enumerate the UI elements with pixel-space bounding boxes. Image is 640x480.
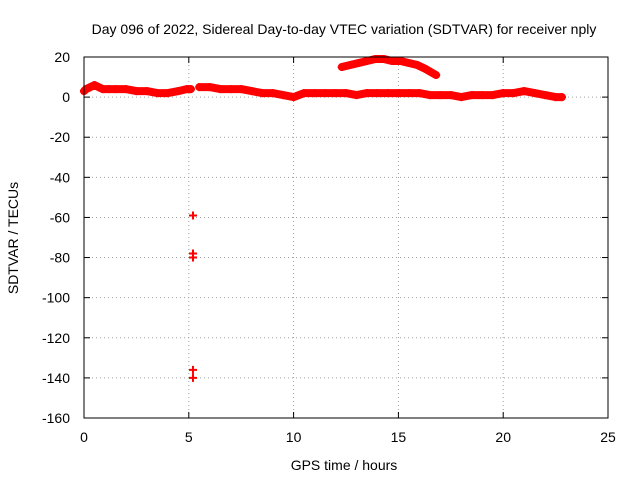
y-tick-label: -100 [42, 290, 70, 306]
data-point [188, 365, 197, 374]
axis-ticks [83, 56, 609, 419]
y-tick-labels: -160 -140 -120 -100 -80 -60 -40 -20 0 20 [42, 49, 70, 426]
data-point [413, 61, 422, 70]
y-tick-label: 0 [62, 89, 70, 105]
plot-border [83, 56, 609, 419]
grid-lines [84, 57, 608, 418]
y-tick-label: -60 [50, 209, 70, 225]
y-tick-label: -40 [50, 169, 70, 185]
x-axis-label: GPS time / hours [291, 457, 398, 473]
data-point [163, 89, 172, 98]
data-point [195, 83, 204, 92]
data-point [388, 57, 397, 66]
data-point [342, 89, 350, 98]
y-axis-label: SDTVAR / TECUs [5, 182, 21, 294]
data-point [488, 91, 497, 100]
x-tick-label: 25 [600, 429, 616, 445]
data-point [268, 89, 277, 98]
data-band [80, 81, 195, 98]
data-point [94, 83, 103, 92]
y-tick-label: -140 [42, 370, 70, 386]
data-point [188, 253, 197, 262]
data-point [394, 89, 403, 98]
data-point [111, 85, 120, 94]
data-point [90, 81, 99, 90]
data-point [530, 89, 539, 98]
data-band-markers [195, 83, 566, 102]
data-point [247, 87, 256, 96]
data-point [557, 93, 566, 102]
data-point [354, 59, 363, 68]
data-point [82, 85, 91, 94]
data-point [404, 89, 413, 98]
x-tick-label: 5 [185, 429, 193, 445]
data-point [421, 65, 430, 74]
data-point [279, 91, 288, 100]
data-point [415, 89, 424, 98]
data-point [289, 93, 298, 102]
x-tick-label: 20 [495, 429, 511, 445]
y-tick-label: -160 [42, 410, 70, 426]
data-point [300, 89, 309, 98]
x-tick-label: 0 [80, 429, 88, 445]
data-point [186, 85, 195, 94]
data-point [432, 71, 441, 80]
data-point [258, 89, 267, 98]
data-point [346, 61, 355, 70]
data-point [86, 83, 95, 92]
data-point [362, 89, 371, 98]
data-point [371, 55, 380, 64]
data-point [352, 91, 361, 100]
data-point [436, 91, 445, 100]
data-point [153, 89, 162, 98]
data-point [205, 83, 214, 92]
data-point [499, 89, 508, 98]
y-tick-label: -120 [42, 330, 70, 346]
data-point [331, 89, 340, 98]
data-point [478, 91, 487, 100]
data-point [188, 211, 197, 220]
data-point [379, 55, 388, 64]
data-point [509, 89, 518, 98]
x-tick-label: 15 [391, 429, 407, 445]
data-point [383, 89, 392, 98]
data-point [132, 87, 141, 96]
data-point [520, 87, 529, 96]
data-point [457, 93, 466, 102]
data-point [446, 91, 455, 100]
chart-title: Day 096 of 2022, Sidereal Day-to-day VTE… [92, 21, 597, 37]
data-point [337, 63, 346, 72]
data-point [404, 59, 413, 68]
data-band-markers [337, 55, 441, 80]
data-point [321, 89, 330, 98]
y-tick-label: -80 [50, 250, 70, 266]
y-tick-label: 20 [54, 49, 70, 65]
data-point [373, 89, 382, 98]
x-tick-labels: 0 5 10 15 20 25 [80, 429, 616, 445]
data-point [121, 85, 130, 94]
data-point [142, 87, 151, 96]
data-point [237, 85, 246, 94]
data-point [362, 57, 371, 66]
data-point [310, 89, 319, 98]
data-point [541, 91, 550, 100]
data-point [216, 85, 225, 94]
data-point [188, 373, 197, 382]
data-point [226, 85, 235, 94]
data-point [425, 91, 434, 100]
data-band [195, 83, 566, 102]
x-tick-label: 10 [286, 429, 302, 445]
y-tick-label: -20 [50, 129, 70, 145]
data-point [174, 87, 183, 96]
data-point [396, 57, 405, 66]
series-sdtvar [80, 55, 566, 382]
data-point [467, 91, 476, 100]
